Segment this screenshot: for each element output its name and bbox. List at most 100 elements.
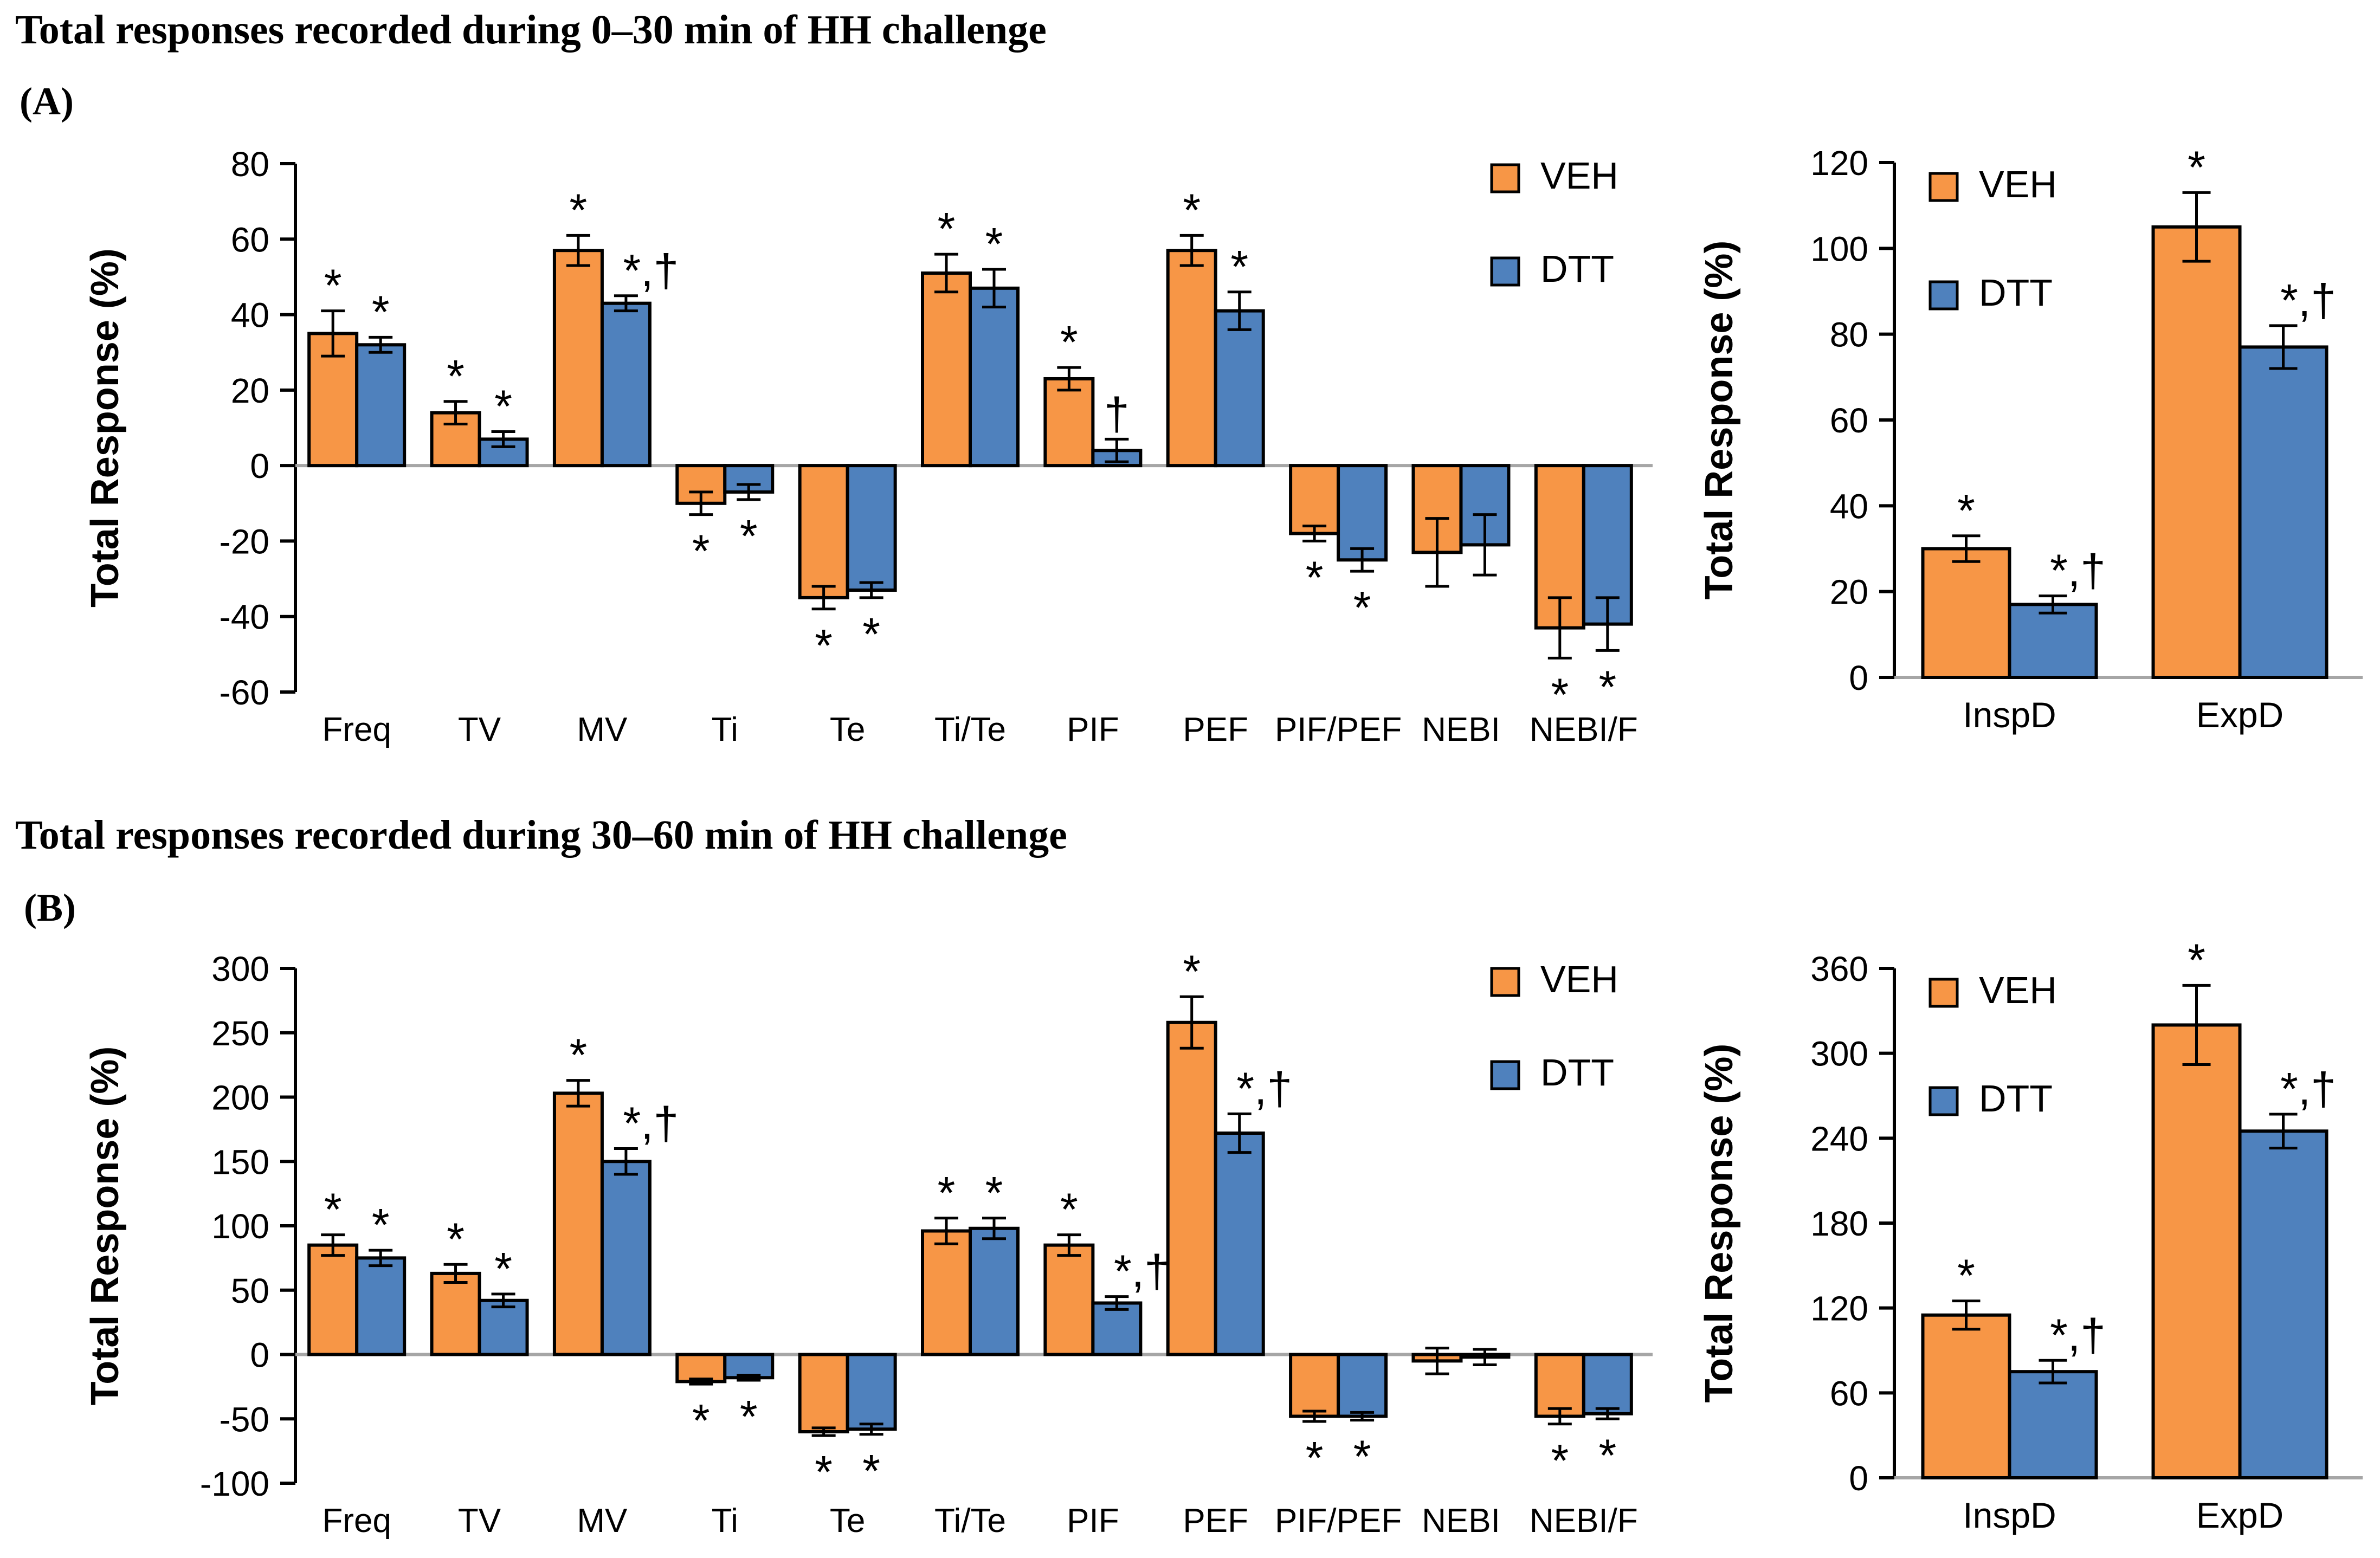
legend-label-veh: VEH xyxy=(1979,163,2057,205)
significance-marker: * xyxy=(815,1446,833,1497)
bar-veh xyxy=(798,464,849,599)
significance-marker: * xyxy=(1551,669,1569,720)
bar-veh xyxy=(552,249,604,468)
legend-swatch-dtt xyxy=(1928,280,1959,311)
significance-marker: * xyxy=(2188,141,2205,192)
y-tick-label: 150 xyxy=(211,1142,269,1181)
bar-veh xyxy=(1289,464,1340,535)
category-label: MV xyxy=(577,711,628,748)
y-axis-title: Total Response (%) xyxy=(83,1046,127,1406)
significance-marker: *,† xyxy=(2050,545,2106,596)
bar-veh xyxy=(1289,1353,1340,1418)
significance-marker: * xyxy=(862,609,880,660)
category-label: NEBI/F xyxy=(1530,711,1638,748)
significance-marker: * xyxy=(1306,552,1324,603)
bar-dtt xyxy=(600,1160,652,1356)
y-tick-label: 80 xyxy=(231,145,269,184)
bar-veh xyxy=(307,1243,359,1356)
category-label: InspD xyxy=(1963,695,2056,735)
significance-marker: * xyxy=(1060,1184,1078,1235)
y-tick-label: 100 xyxy=(211,1207,269,1246)
significance-marker: * xyxy=(862,1445,880,1496)
bar-dtt xyxy=(1582,1353,1633,1415)
panel-b-side-chart: 0 60 120 180 240 300 360 InspD * *,† ExpD * *,† VEH DT… xyxy=(1698,934,2363,1535)
y-tick-label: 240 xyxy=(1810,1119,1868,1158)
y-tick-label: 180 xyxy=(1810,1204,1868,1243)
significance-marker: * xyxy=(1353,1431,1371,1482)
significance-marker: * xyxy=(985,1167,1003,1218)
significance-marker: * xyxy=(324,1184,342,1235)
bar-dtt xyxy=(2238,345,2329,679)
category-label: PIF xyxy=(1067,711,1119,748)
y-tick-label: -20 xyxy=(220,522,270,561)
y-tick-label: 100 xyxy=(1810,229,1868,268)
significance-marker: *,† xyxy=(2280,1063,2336,1114)
bar-veh xyxy=(921,271,972,468)
panel-a-main-chart: -60 -40 -20 0 20 40 60 80 Freq * * TV * * MV * *,† Ti * * Te… xyxy=(83,145,1653,748)
category-label: Ti/Te xyxy=(934,711,1006,748)
significance-marker: * xyxy=(1598,661,1616,712)
bar-veh xyxy=(1921,547,2011,679)
y-tick-label: 0 xyxy=(250,447,269,486)
bar-veh xyxy=(2151,225,2242,679)
y-tick-label: 60 xyxy=(1830,401,1868,440)
panel-b-main-chart: -100 -50 0 50 100 150 200 250 300 Freq * * TV * * MV * *,… xyxy=(83,946,1653,1540)
significance-marker: * xyxy=(372,286,390,337)
category-label: NEBI xyxy=(1422,1502,1500,1540)
significance-marker: * xyxy=(494,1243,512,1294)
bar-dtt xyxy=(478,1298,529,1356)
significance-marker: * xyxy=(1183,946,1201,997)
significance-marker: *,† xyxy=(1236,1063,1292,1114)
bar-dtt xyxy=(846,1353,897,1431)
significance-marker: * xyxy=(1957,485,1975,536)
significance-marker: * xyxy=(324,260,342,311)
bar-veh xyxy=(675,1353,727,1384)
significance-marker: * xyxy=(2188,934,2205,985)
category-label: MV xyxy=(577,1502,628,1540)
bar-dtt xyxy=(969,286,1020,468)
significance-marker: * xyxy=(1353,582,1371,633)
y-tick-label: 40 xyxy=(1830,487,1868,526)
legend-swatch-dtt xyxy=(1490,1060,1520,1090)
bar-veh xyxy=(1043,1243,1095,1356)
panel-a-side-chart: 0 20 40 60 80 100 120 InspD * *,† ExpD * *,† VEH DTT To… xyxy=(1698,141,2363,735)
y-tick-label: 40 xyxy=(231,296,269,335)
category-label: PIF xyxy=(1067,1502,1119,1540)
category-label: PIF/PEF xyxy=(1275,1502,1402,1540)
category-label: PEF xyxy=(1183,1502,1248,1540)
y-tick-label: 120 xyxy=(1810,1289,1868,1328)
panel-b-title: Total responses recorded during 30–60 mi… xyxy=(15,812,1067,858)
y-axis-title: Total Response (%) xyxy=(1698,241,1741,600)
y-tick-label: 60 xyxy=(231,220,269,259)
significance-marker: † xyxy=(1104,388,1130,439)
significance-marker: *,† xyxy=(2280,275,2336,326)
bar-dtt xyxy=(600,301,652,468)
y-tick-label: -50 xyxy=(220,1400,270,1439)
category-label: Ti xyxy=(712,711,738,748)
legend-swatch-veh xyxy=(1490,967,1520,997)
y-tick-label: -60 xyxy=(220,673,270,712)
bar-veh xyxy=(1166,1020,1217,1356)
y-tick-label: 0 xyxy=(1849,1459,1868,1498)
bar-veh xyxy=(2151,1023,2242,1479)
significance-marker: *,† xyxy=(2050,1309,2106,1360)
y-tick-label: 80 xyxy=(1830,315,1868,354)
category-label: NEBI xyxy=(1422,711,1500,748)
y-tick-label: 20 xyxy=(1830,573,1868,612)
significance-marker: * xyxy=(692,526,710,577)
bar-dtt xyxy=(1337,1353,1388,1418)
y-tick-label: -40 xyxy=(220,598,270,637)
bar-dtt xyxy=(1214,1132,1265,1356)
significance-marker: *,† xyxy=(623,1098,679,1149)
significance-marker: * xyxy=(1230,241,1248,292)
legend-label-dtt: DTT xyxy=(1979,271,2053,314)
category-label: Ti xyxy=(712,1502,738,1540)
legend-label-veh: VEH xyxy=(1540,958,1618,1000)
significance-marker: * xyxy=(570,184,588,235)
category-label: Ti/Te xyxy=(934,1502,1006,1540)
y-tick-label: -100 xyxy=(200,1464,269,1503)
significance-marker: * xyxy=(1060,316,1078,367)
y-tick-label: 200 xyxy=(211,1078,269,1117)
category-label: ExpD xyxy=(2196,695,2284,735)
significance-marker: * xyxy=(1598,1430,1616,1481)
